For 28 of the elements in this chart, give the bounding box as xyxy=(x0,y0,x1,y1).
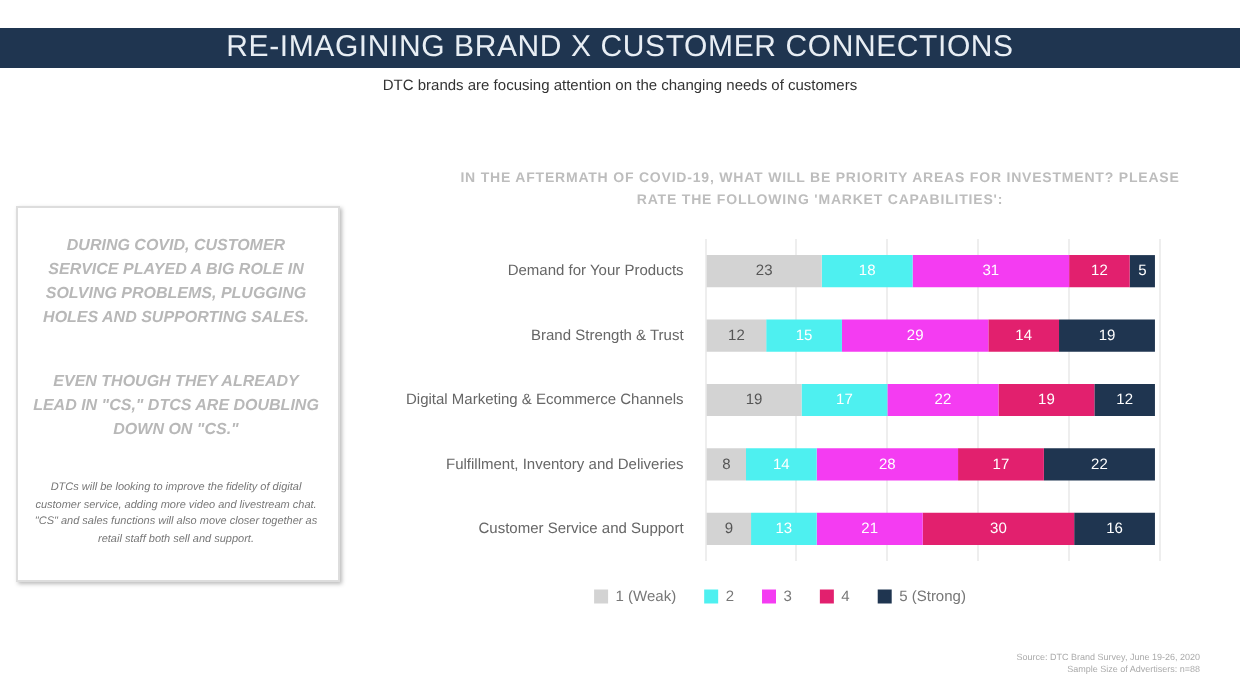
bar xyxy=(1129,255,1155,288)
bar xyxy=(1094,383,1155,417)
bar xyxy=(912,255,1070,288)
bar xyxy=(922,512,1075,545)
chart-title: RE-IMAGINING BRAND X CUSTOMER CONNECTIONS xyxy=(0,28,1240,68)
bar xyxy=(988,319,1060,352)
text: EVEN THOUGH THEY ALREADY LEAD IN "CS," DTCS ARE DOUBLING DOWN ON "CS." xyxy=(32,370,320,442)
bar xyxy=(706,383,802,417)
bar xyxy=(816,512,923,545)
bar xyxy=(746,448,817,481)
bar xyxy=(816,448,959,481)
text: DURING COVID, CUSTOMER SERVICE PLAYED A BIG ROLE IN SOLVING PROBLEMS, PLUGGING HOLES AND SUPPORTING SALES. xyxy=(41,234,311,330)
bar xyxy=(766,319,842,352)
bar xyxy=(998,383,1095,417)
bar xyxy=(706,512,752,545)
bar xyxy=(706,255,822,288)
bar xyxy=(958,448,1044,481)
bar xyxy=(706,319,767,352)
bar xyxy=(1069,255,1130,288)
bar xyxy=(801,383,888,417)
bar xyxy=(887,383,999,417)
bar xyxy=(751,512,817,545)
bar xyxy=(1043,448,1155,481)
bar xyxy=(821,255,913,288)
bar xyxy=(706,448,746,481)
bar xyxy=(1074,512,1155,545)
bar xyxy=(1059,319,1155,352)
bar xyxy=(841,319,989,352)
